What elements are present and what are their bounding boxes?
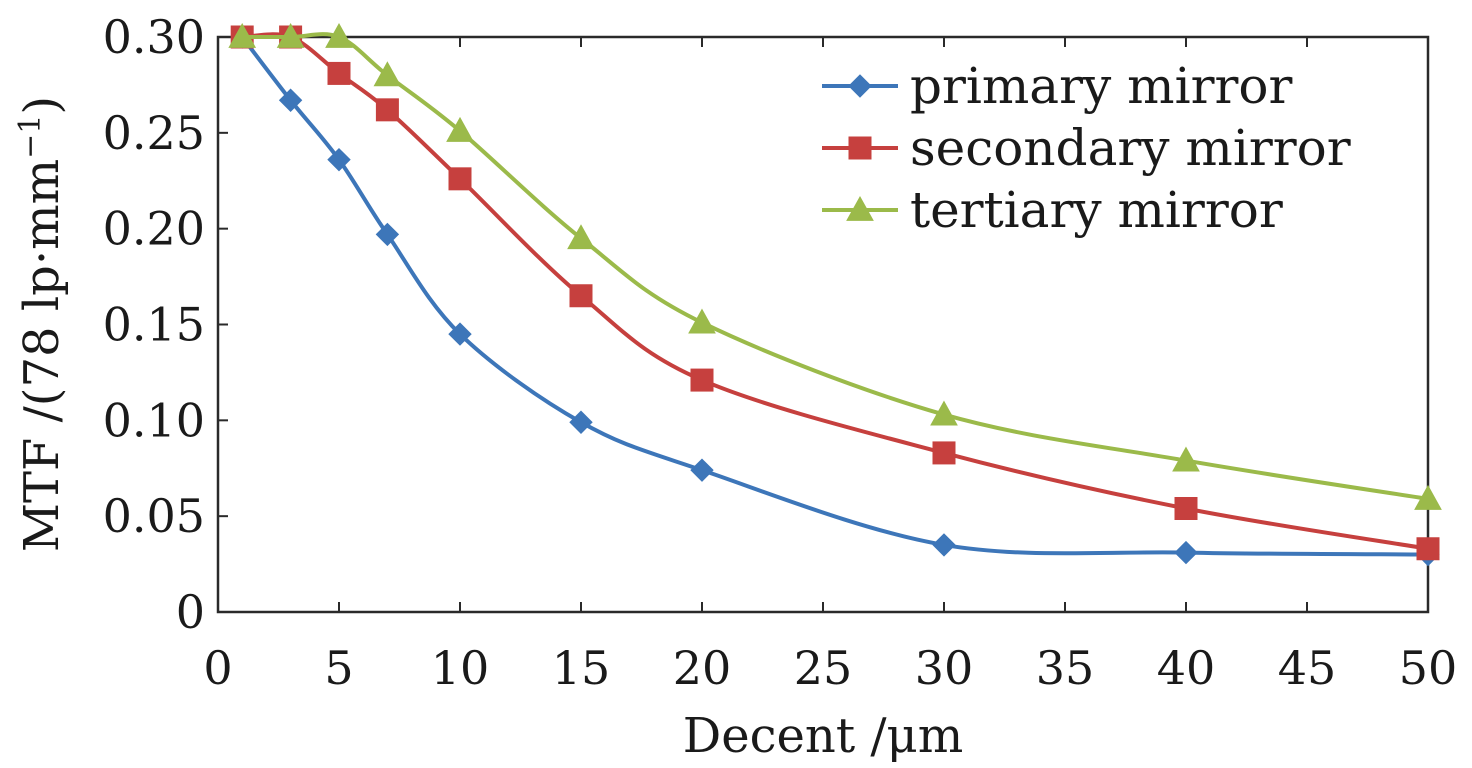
- data-point-tertiary-mirror: [373, 61, 402, 87]
- data-point-primary-mirror: [278, 88, 303, 112]
- data-point-secondary-mirror: [1174, 497, 1198, 520]
- data-point-secondary-mirror: [569, 284, 593, 308]
- y-tick-label: 0.10: [103, 393, 205, 447]
- y-tick-label: 0.15: [103, 298, 205, 352]
- x-axis: 0 5 10 15 20 25 30 35 40 45 50: [203, 37, 1457, 695]
- y-tick-label: 0.30: [103, 10, 205, 64]
- y-axis-title-exponent: −1: [13, 115, 48, 159]
- data-point-primary-mirror: [569, 410, 593, 434]
- legend-item-primary-mirror: primary mirror: [822, 57, 1292, 115]
- legend-item-secondary-mirror: secondary mirror: [822, 119, 1351, 177]
- data-point-tertiary-mirror: [228, 22, 257, 48]
- data-point-secondary-mirror: [1416, 537, 1440, 561]
- x-tick-label: 30: [915, 641, 974, 695]
- y-tick-label: 0.05: [103, 489, 205, 543]
- data-point-tertiary-mirror: [1414, 484, 1442, 510]
- x-axis-title: Decent /μm: [683, 708, 964, 764]
- data-point-tertiary-mirror: [688, 308, 716, 334]
- y-axis-title-main: MTF /(78 lp·mm: [14, 159, 70, 552]
- data-point-tertiary-mirror: [567, 224, 595, 250]
- x-tick-label: 35: [1036, 641, 1095, 695]
- data-point-secondary-mirror: [327, 61, 351, 85]
- data-point-tertiary-mirror: [930, 400, 958, 426]
- data-point-tertiary-mirror: [446, 116, 474, 142]
- legend-item-tertiary-mirror: tertiary mirror: [822, 181, 1283, 239]
- data-point-secondary-mirror: [448, 167, 472, 191]
- y-tick-label: 0.25: [103, 106, 205, 160]
- legend-label: primary mirror: [910, 57, 1292, 115]
- x-tick-label: 5: [324, 641, 353, 695]
- data-point-primary-mirror: [327, 147, 351, 172]
- data-point-tertiary-mirror: [1172, 446, 1200, 472]
- data-point-primary-mirror: [448, 322, 472, 346]
- data-point-primary-mirror: [375, 222, 400, 247]
- series-tertiary-mirror: [228, 22, 1442, 510]
- y-axis: 0 0.05 0.10 0.15 0.20 0.25 0.30: [103, 10, 228, 639]
- series-layer: [228, 22, 1442, 567]
- data-point-secondary-mirror: [932, 441, 956, 465]
- legend-marker-triangle: [846, 195, 874, 221]
- x-tick-label: 25: [794, 641, 853, 695]
- legend-label: secondary mirror: [910, 119, 1351, 177]
- legend-label: tertiary mirror: [910, 181, 1283, 239]
- legend-marker-square: [848, 136, 872, 160]
- y-axis-title-close: ): [14, 96, 70, 115]
- x-tick-label: 45: [1278, 641, 1337, 695]
- series-primary-mirror: [230, 25, 1440, 567]
- x-tick-label: 10: [431, 641, 490, 695]
- y-axis-title: MTF /(78 lp·mm−1): [13, 96, 70, 552]
- data-point-secondary-mirror: [375, 98, 399, 122]
- data-point-tertiary-mirror: [325, 22, 353, 48]
- x-tick-label: 50: [1399, 641, 1458, 695]
- x-tick-label: 20: [673, 641, 732, 695]
- y-tick-label: 0.20: [103, 202, 205, 256]
- y-tick-label: 0: [176, 585, 205, 639]
- x-tick-label: 40: [1157, 641, 1216, 695]
- data-point-tertiary-mirror: [276, 22, 305, 48]
- data-point-primary-mirror: [690, 458, 714, 482]
- x-tick-label: 15: [552, 641, 611, 695]
- legend-marker-diamond: [848, 74, 872, 98]
- x-tick-label: 0: [203, 641, 232, 695]
- data-point-secondary-mirror: [690, 368, 714, 392]
- data-point-primary-mirror: [932, 533, 956, 557]
- data-point-primary-mirror: [1174, 540, 1198, 565]
